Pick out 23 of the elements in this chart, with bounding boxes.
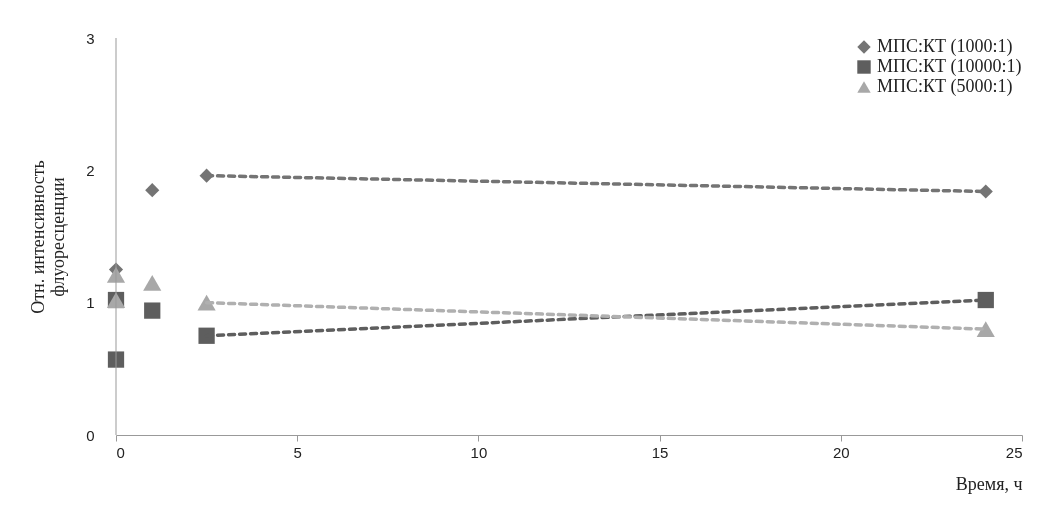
y-tick-label: 1 (86, 294, 95, 312)
legend-label: МПС:КТ (5000:1) (877, 76, 1013, 97)
y-axis-title: Отн. интенсивность флуоресценции (28, 160, 69, 314)
point (977, 291, 994, 309)
x-tick-label: 0 (116, 443, 125, 461)
point (198, 327, 215, 344)
x-axis-title: Время, ч (955, 473, 1023, 494)
x-tick-label: 10 (470, 443, 488, 461)
y-tick-label: 2 (86, 161, 95, 179)
point (145, 183, 160, 198)
point (197, 294, 216, 311)
x-tick-label: 15 (651, 443, 669, 461)
legend-label: МПС:КТ (10000:1) (877, 56, 1022, 77)
y-tick-label: 0 (86, 426, 95, 444)
point (976, 321, 995, 337)
point (144, 302, 161, 319)
x-tick-label: 20 (832, 443, 850, 461)
x-tick-label: 5 (293, 443, 302, 461)
y-tick-label: 3 (86, 29, 95, 47)
point (107, 351, 125, 368)
x-tick-label: 25 (1005, 443, 1023, 461)
legend-label: МПС:КТ (1000:1) (877, 36, 1013, 57)
point (143, 274, 162, 291)
